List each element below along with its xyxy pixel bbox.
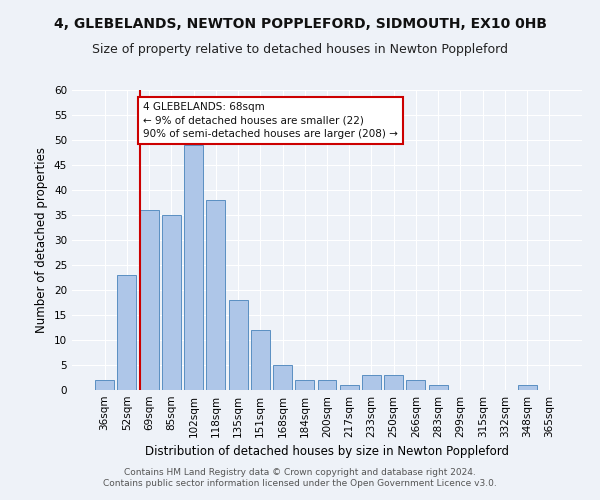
Text: Contains HM Land Registry data © Crown copyright and database right 2024.
Contai: Contains HM Land Registry data © Crown c…	[103, 468, 497, 487]
Bar	[95, 380, 114, 390]
Bar	[295, 380, 314, 390]
Bar	[406, 380, 425, 390]
Bar	[162, 215, 181, 390]
Bar	[362, 375, 381, 390]
Bar	[206, 200, 225, 390]
Bar	[429, 385, 448, 390]
Text: 4, GLEBELANDS, NEWTON POPPLEFORD, SIDMOUTH, EX10 0HB: 4, GLEBELANDS, NEWTON POPPLEFORD, SIDMOU…	[53, 18, 547, 32]
Bar	[340, 385, 359, 390]
Bar	[518, 385, 536, 390]
Bar	[229, 300, 248, 390]
Bar	[251, 330, 270, 390]
Bar	[184, 145, 203, 390]
Y-axis label: Number of detached properties: Number of detached properties	[35, 147, 49, 333]
Bar	[118, 275, 136, 390]
Text: 4 GLEBELANDS: 68sqm
← 9% of detached houses are smaller (22)
90% of semi-detache: 4 GLEBELANDS: 68sqm ← 9% of detached hou…	[143, 102, 398, 139]
Bar	[317, 380, 337, 390]
Bar	[273, 365, 292, 390]
Bar	[384, 375, 403, 390]
Text: Size of property relative to detached houses in Newton Poppleford: Size of property relative to detached ho…	[92, 42, 508, 56]
Bar	[140, 210, 158, 390]
X-axis label: Distribution of detached houses by size in Newton Poppleford: Distribution of detached houses by size …	[145, 446, 509, 458]
